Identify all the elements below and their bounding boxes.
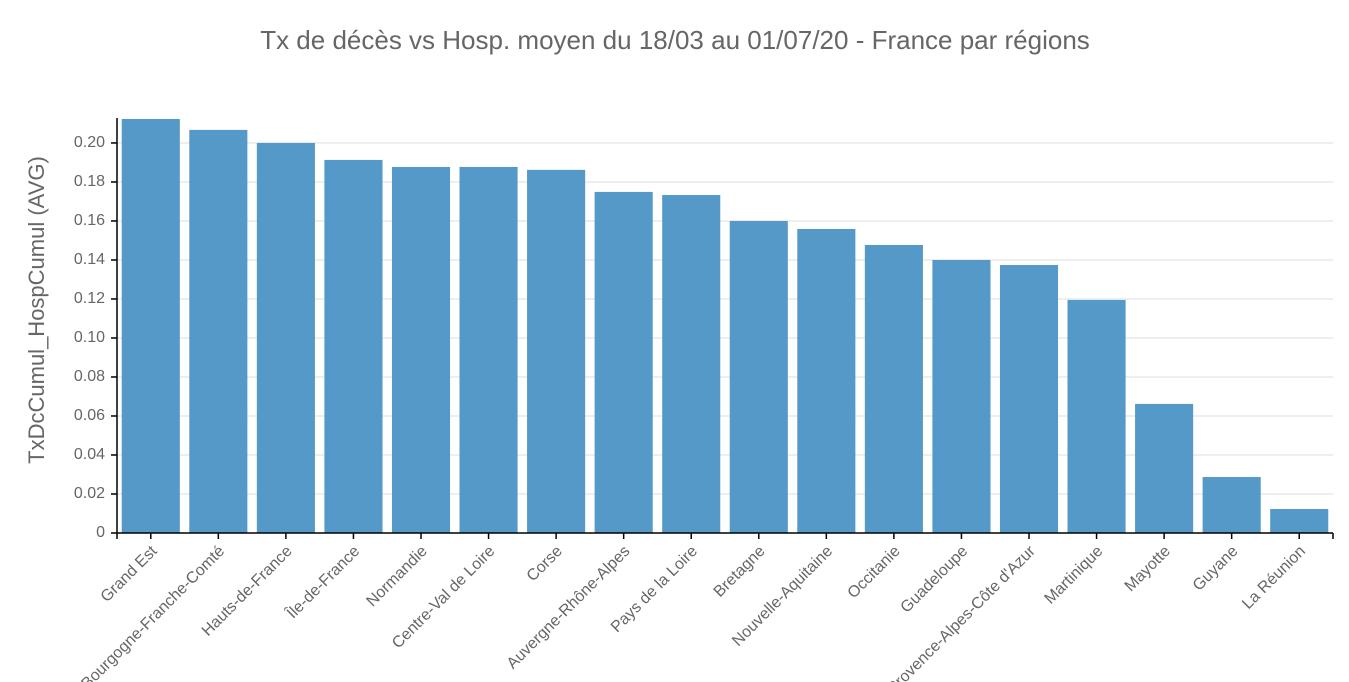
bar: [324, 159, 383, 533]
x-tick-label: Bretagne: [711, 543, 769, 601]
y-tick-label: 0.10: [74, 329, 105, 346]
bar: [1202, 477, 1261, 533]
bar: [256, 142, 315, 533]
x-tick-label: Guyane: [1190, 543, 1242, 595]
y-tick-label: 0.12: [74, 290, 105, 307]
bar: [797, 228, 856, 533]
bar: [1135, 403, 1194, 533]
bar: [1270, 509, 1329, 533]
x-tick-label: Grand Est: [98, 542, 161, 605]
x-tick-label: Bourgogne-Franche-Comté: [78, 543, 228, 682]
x-tick-label: Corse: [524, 543, 566, 585]
x-tick-label: Auvergne-Rhône-Alpes: [504, 543, 634, 673]
y-tick-label: 0: [96, 524, 105, 541]
x-tick-label: La Réunion: [1239, 543, 1309, 613]
y-tick-label: 0.06: [74, 407, 105, 424]
bar: [864, 244, 923, 534]
bar: [459, 166, 518, 534]
x-tick-label: Martinique: [1042, 543, 1107, 608]
bar: [527, 169, 586, 533]
bar: [121, 118, 180, 533]
bar: [1067, 299, 1126, 533]
x-tick-label: Mayotte: [1122, 543, 1174, 595]
x-tick-label: Occitanie: [845, 543, 904, 602]
x-tick-label: Normandie: [363, 543, 430, 610]
bar: [662, 195, 721, 534]
bar: [932, 259, 991, 533]
y-axis-label: TxDcCumul_HospCumul (AVG): [24, 156, 49, 464]
bar: [999, 265, 1059, 533]
y-tick-label: 0.14: [74, 251, 105, 268]
y-tick-label: 0.18: [74, 173, 105, 190]
y-tick-label: 0.20: [74, 134, 105, 151]
y-tick-label: 0.16: [74, 212, 105, 229]
y-tick-label: 0.08: [74, 368, 105, 385]
y-tick-label: 0.02: [74, 485, 105, 502]
x-tick-label: Guadeloupe: [898, 543, 972, 617]
bar: [729, 220, 788, 534]
y-tick-label: 0.04: [74, 446, 105, 463]
bar: [594, 191, 653, 534]
bar: [391, 166, 451, 534]
chart-title: Tx de décès vs Hosp. moyen du 18/03 au 0…: [260, 25, 1090, 55]
bar: [189, 129, 248, 533]
